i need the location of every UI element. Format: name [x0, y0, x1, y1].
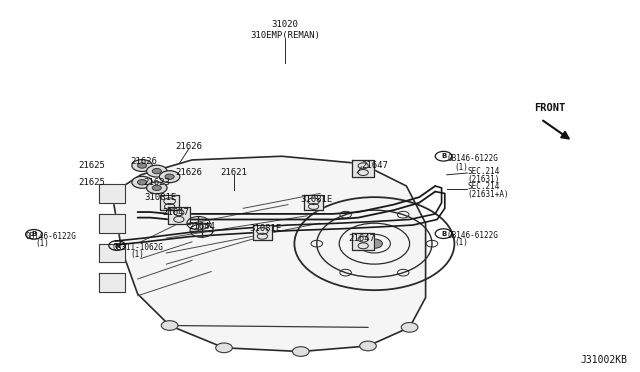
Text: 0B146-6122G: 0B146-6122G — [26, 232, 76, 241]
Text: 0B146-6122G: 0B146-6122G — [448, 154, 499, 163]
Circle shape — [147, 182, 167, 194]
Text: 21625: 21625 — [79, 161, 106, 170]
Text: 21626: 21626 — [175, 142, 202, 151]
Text: (21631): (21631) — [467, 175, 500, 184]
Circle shape — [216, 343, 232, 353]
Circle shape — [360, 341, 376, 351]
Text: J31002KB: J31002KB — [580, 355, 627, 365]
Polygon shape — [99, 273, 125, 292]
Text: 21644: 21644 — [188, 222, 215, 231]
Polygon shape — [304, 195, 323, 210]
Circle shape — [152, 185, 161, 190]
Text: 0B146-6122G: 0B146-6122G — [448, 231, 499, 240]
Circle shape — [292, 347, 309, 356]
Text: 31081E: 31081E — [301, 195, 333, 203]
Polygon shape — [99, 184, 125, 203]
Text: 21621: 21621 — [220, 169, 247, 177]
Circle shape — [152, 169, 161, 174]
Text: 21625: 21625 — [79, 178, 106, 187]
Text: 21623: 21623 — [143, 178, 170, 187]
Polygon shape — [168, 207, 190, 224]
Text: 31081E: 31081E — [144, 193, 176, 202]
Polygon shape — [160, 195, 179, 210]
Polygon shape — [352, 160, 374, 177]
Circle shape — [401, 323, 418, 332]
Text: 21647: 21647 — [362, 161, 388, 170]
Polygon shape — [99, 214, 125, 232]
Polygon shape — [112, 156, 426, 352]
Text: (1): (1) — [35, 239, 49, 248]
Circle shape — [161, 321, 178, 330]
Circle shape — [165, 174, 174, 179]
Circle shape — [132, 176, 152, 188]
Text: (1): (1) — [131, 250, 145, 259]
Text: 0B311-1062G: 0B311-1062G — [112, 243, 163, 252]
Text: 310EMP(REMAN): 310EMP(REMAN) — [250, 31, 320, 40]
Text: (1): (1) — [454, 238, 468, 247]
Circle shape — [132, 160, 152, 171]
Polygon shape — [352, 233, 374, 250]
Text: N: N — [114, 243, 120, 248]
Text: SEC.214: SEC.214 — [467, 167, 500, 176]
Text: SEC.214: SEC.214 — [467, 182, 500, 191]
Text: 21647: 21647 — [163, 208, 189, 217]
Text: 21647: 21647 — [348, 234, 375, 243]
Circle shape — [159, 171, 180, 183]
Text: (1): (1) — [454, 163, 468, 172]
Text: B: B — [441, 153, 446, 159]
Text: FRONT: FRONT — [534, 103, 566, 113]
Polygon shape — [253, 225, 272, 240]
Circle shape — [366, 239, 383, 248]
Text: 21626: 21626 — [175, 169, 202, 177]
Polygon shape — [99, 244, 125, 262]
Text: (21631+A): (21631+A) — [467, 190, 509, 199]
Text: 21626: 21626 — [130, 157, 157, 166]
Text: B: B — [441, 231, 446, 237]
Text: 31020: 31020 — [271, 20, 298, 29]
Circle shape — [138, 180, 147, 185]
Circle shape — [147, 165, 167, 177]
Text: B: B — [31, 231, 36, 237]
Text: 31081E: 31081E — [250, 224, 282, 233]
Circle shape — [138, 163, 147, 168]
